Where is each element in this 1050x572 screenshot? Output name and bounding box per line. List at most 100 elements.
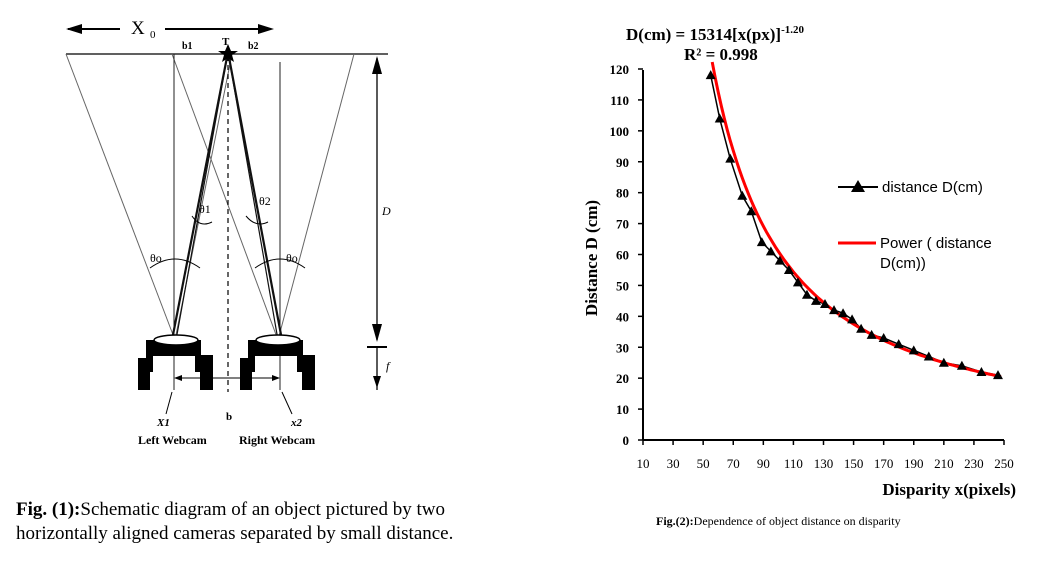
data-point-triangle [938, 357, 949, 367]
x-tick-label: 70 [727, 456, 740, 471]
x-tick-label: 170 [874, 456, 894, 471]
target-label: T [222, 36, 230, 48]
data-point-triangle [866, 329, 877, 339]
data-point-triangle [774, 255, 785, 265]
data-point-triangle [992, 370, 1003, 380]
legend-entry-distance: distance D(cm) [838, 179, 983, 196]
b-label: b [226, 411, 232, 423]
theta-o-left-label: θo [150, 251, 162, 265]
x-tick-label: 150 [844, 456, 864, 471]
y-tick-label: 40 [616, 309, 629, 324]
legend-label-power: Power ( distance D(cm)) [880, 235, 996, 272]
target-star-icon [218, 44, 238, 62]
plot-series [705, 61, 1003, 380]
data-point-triangle [829, 305, 840, 315]
figure1-caption-label: Fig. (1): [16, 499, 81, 520]
theta2-label: θ2 [259, 194, 271, 208]
y-tick-label: 80 [616, 186, 629, 201]
x-tick-label: 230 [964, 456, 984, 471]
schematic-diagram: X 0 T b1 b2 [65, 18, 391, 447]
data-point-triangle [725, 153, 736, 163]
x-tick-label: 210 [934, 456, 954, 471]
distance-dimension [367, 56, 387, 390]
data-point-triangle [705, 70, 716, 80]
y-tick-label: 70 [616, 217, 629, 232]
data-point-triangle [856, 323, 867, 333]
y-tick-label: 20 [616, 371, 629, 386]
f-label: f [386, 359, 391, 373]
figure2-caption: Fig.(2):Dependence of object distance on… [656, 514, 901, 529]
data-point-triangle [847, 314, 858, 324]
right-webcam-icon [240, 334, 315, 390]
data-point-triangle [976, 366, 987, 376]
x2-pointer [281, 391, 293, 415]
angle-arcs [149, 215, 306, 269]
x-tick-label: 130 [814, 456, 834, 471]
x1-pointer [165, 391, 173, 415]
data-point-triangle [765, 246, 776, 256]
x-tick-label: 190 [904, 456, 924, 471]
y-tick-label: 60 [616, 248, 629, 263]
x0-arrow [66, 24, 274, 34]
target-rays [170, 51, 284, 341]
y-tick-label: 120 [610, 62, 630, 77]
legend: distance D(cm) Power ( distance D(cm)) [838, 179, 996, 272]
y-tick-label: 100 [610, 124, 630, 139]
x-ticks: 10 30 50 70 90 110 130 150 170 190 210 230 250 [637, 440, 1014, 471]
x-tick-label: 50 [697, 456, 710, 471]
x2-label: x2 [290, 417, 303, 429]
chart-r-squared: R² = 0.998 [684, 45, 758, 64]
y-tick-label: 10 [616, 402, 629, 417]
x-tick-label: 90 [757, 456, 770, 471]
legend-triangle-marker [851, 180, 865, 192]
data-point-triangle [838, 308, 849, 318]
data-point-triangle [956, 360, 967, 370]
left-webcam-icon [138, 334, 213, 390]
x-axis-label: Disparity x(pixels) [882, 480, 1016, 499]
figure1-caption: Fig. (1):Schematic diagram of an object … [16, 498, 536, 546]
y-tick-label: 110 [610, 93, 629, 108]
data-point-triangle [792, 277, 803, 287]
data-point-triangle [714, 113, 725, 123]
y-ticks: 0 10 20 30 40 50 60 70 80 90 100 110 120 [610, 62, 643, 448]
b1-label: b1 [182, 41, 193, 52]
data-point-triangle [893, 339, 904, 349]
x0-subscript: 0 [150, 29, 156, 41]
data-point-triangle [756, 237, 767, 247]
data-point-triangle [737, 190, 748, 200]
x1-label: X1 [156, 417, 170, 429]
power-fit-curve [710, 61, 1002, 379]
data-point-triangle [801, 289, 812, 299]
distance-series-line [709, 75, 999, 376]
data-point-triangle [783, 264, 794, 274]
figure1-caption-text: Schematic diagram of an object pictured … [16, 499, 454, 544]
x-tick-label: 10 [637, 456, 650, 471]
data-point-triangle [820, 298, 831, 308]
d-label: D [381, 204, 391, 218]
chart: D(cm) = 15314[x(px)]-1.20 R² = 0.998 0 10… [582, 24, 1016, 499]
y-axis-label: Distance D (cm) [582, 200, 601, 316]
data-point-triangle [878, 332, 889, 342]
x0-label: X [131, 18, 145, 39]
legend-label-distance: distance D(cm) [882, 179, 983, 196]
data-point-triangle [923, 351, 934, 361]
figure2-caption-label: Fig.(2): [656, 514, 694, 528]
x-tick-label: 110 [784, 456, 803, 471]
data-point-triangle [810, 295, 821, 305]
legend-entry-power: Power ( distance D(cm)) [838, 235, 996, 272]
data-point-triangle [908, 345, 919, 355]
chart-equation: D(cm) = 15314[x(px)]-1.20 [626, 24, 805, 44]
y-tick-label: 0 [623, 433, 630, 448]
y-tick-label: 50 [616, 278, 629, 293]
data-point-triangle [746, 206, 757, 216]
y-tick-label: 90 [616, 155, 629, 170]
theta1-label: θ1 [199, 202, 211, 216]
field-of-view-lines [65, 53, 355, 390]
b2-label: b2 [248, 41, 259, 52]
theta-o-right-label: θo [286, 251, 298, 265]
x-tick-label: 250 [994, 456, 1014, 471]
left-webcam-label: Left Webcam [138, 433, 207, 447]
x-tick-label: 30 [667, 456, 680, 471]
y-tick-label: 30 [616, 340, 629, 355]
